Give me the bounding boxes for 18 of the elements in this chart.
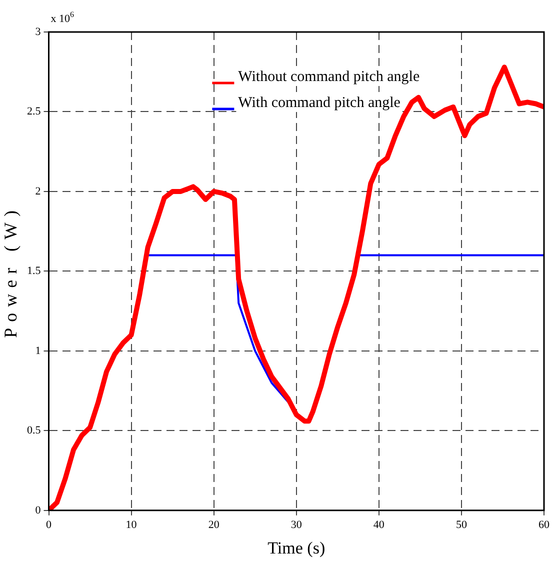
y-tick-label: 2 bbox=[35, 185, 41, 198]
x-tick-label: 30 bbox=[290, 518, 302, 531]
x-tick-label: 0 bbox=[46, 518, 52, 531]
legend-label: With command pitch angle bbox=[238, 94, 401, 111]
y-tick-label: 1 bbox=[35, 344, 41, 357]
x-tick-label: 20 bbox=[208, 518, 220, 531]
x-tick-label: 10 bbox=[126, 518, 138, 531]
x-tick-label: 50 bbox=[456, 518, 468, 531]
x-tick-label: 40 bbox=[373, 518, 385, 531]
x-axis-title: Time (s) bbox=[268, 538, 326, 558]
y-tick-label: 1.5 bbox=[27, 265, 42, 278]
y-tick-label: 0.5 bbox=[27, 424, 42, 437]
y-tick-label: 3 bbox=[35, 26, 42, 38]
x-tick-label: 60 bbox=[538, 518, 550, 531]
y-tick-label: 2.5 bbox=[27, 106, 42, 118]
legend-label: Without command pitch angle bbox=[238, 68, 420, 85]
y-axis-title: Power (W) bbox=[0, 204, 21, 338]
y-tick-label: 0 bbox=[35, 504, 42, 516]
